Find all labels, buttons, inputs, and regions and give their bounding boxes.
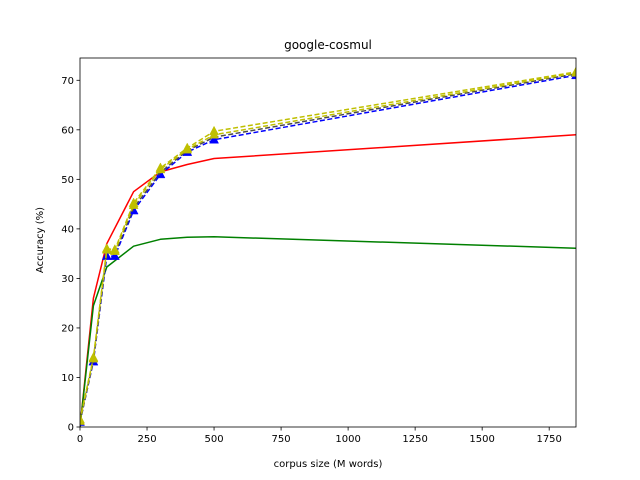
x-tick-label: 0 xyxy=(77,434,83,445)
y-tick-label: 60 xyxy=(61,125,74,136)
y-tick-label: 10 xyxy=(61,373,74,384)
series-6-point xyxy=(128,197,139,207)
series-6-point xyxy=(182,142,193,152)
axes-frame xyxy=(79,57,577,428)
series-layer xyxy=(80,66,576,427)
axes-layer: 0 250 500 750 1000 1250 1500 1750 0 10 20 30 40 50 60 7… xyxy=(61,57,577,445)
series-3-point xyxy=(209,134,219,144)
chart-title: google-cosmul xyxy=(284,38,372,52)
y-tick-label: 40 xyxy=(61,224,74,235)
series-6-point xyxy=(88,352,99,362)
x-tick-label: 1000 xyxy=(335,434,360,445)
y-tick-label: 20 xyxy=(61,323,74,334)
x-tick-label: 1750 xyxy=(536,434,561,445)
series-6-line xyxy=(80,71,576,420)
y-tick-label: 30 xyxy=(61,274,74,285)
series-6-point xyxy=(101,243,112,253)
series-3-point xyxy=(109,250,120,260)
x-tick-label: 250 xyxy=(137,434,156,445)
series-6 xyxy=(80,66,576,424)
y-axis-label: Accuracy (%) xyxy=(35,207,46,273)
y-tick-label: 50 xyxy=(61,175,74,186)
x-tick-label: 1500 xyxy=(469,434,494,445)
y-tick-label: 70 xyxy=(61,76,74,87)
series-1-line xyxy=(80,134,576,427)
x-axis-label: corpus size (M words) xyxy=(274,459,383,470)
series-6-point xyxy=(109,244,120,254)
series-1 xyxy=(80,134,576,427)
x-tick-label: 500 xyxy=(205,434,224,445)
series-3-point xyxy=(155,168,166,179)
series-6-point xyxy=(209,125,219,136)
series-2-line xyxy=(80,236,576,427)
x-tick-label: 750 xyxy=(272,434,291,445)
series-6-point xyxy=(571,66,576,76)
series-6-point xyxy=(155,162,166,172)
series-6-point xyxy=(80,414,85,424)
x-tick-label: 1250 xyxy=(402,434,427,445)
y-tick-label: 0 xyxy=(68,423,74,434)
series-2 xyxy=(80,236,576,427)
